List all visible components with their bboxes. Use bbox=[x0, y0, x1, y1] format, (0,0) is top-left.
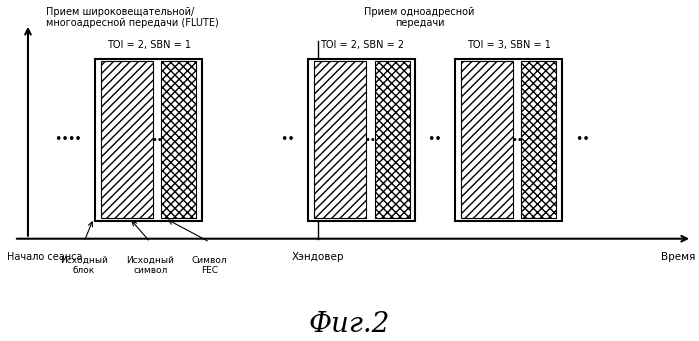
Bar bbox=[308, 59, 415, 221]
Text: TOI = 3, SBN = 1: TOI = 3, SBN = 1 bbox=[467, 40, 550, 50]
Text: ••: •• bbox=[54, 133, 69, 146]
Bar bbox=[95, 59, 202, 221]
Bar bbox=[375, 61, 410, 218]
Text: Исходный
блок: Исходный блок bbox=[60, 256, 108, 275]
Text: ••: •• bbox=[152, 135, 163, 145]
Text: Начало сеанса: Начало сеанса bbox=[7, 252, 82, 262]
Text: TOI = 2, SBN = 1: TOI = 2, SBN = 1 bbox=[106, 40, 191, 50]
Text: Фиг.2: Фиг.2 bbox=[309, 311, 390, 338]
Bar bbox=[461, 61, 513, 218]
Text: TOI = 2, SBN = 2: TOI = 2, SBN = 2 bbox=[319, 40, 404, 50]
Text: Прием широковещательной/
многоадресной передачи (FLUTE): Прием широковещательной/ многоадресной п… bbox=[46, 7, 219, 28]
Bar bbox=[101, 61, 153, 218]
Text: ••: •• bbox=[426, 133, 442, 146]
Text: Хэндовер: Хэндовер bbox=[291, 252, 345, 262]
Bar bbox=[161, 61, 196, 218]
Bar bbox=[314, 61, 366, 218]
Text: Исходный
символ: Исходный символ bbox=[127, 256, 174, 275]
Bar bbox=[455, 59, 562, 221]
Text: Символ
FEC: Символ FEC bbox=[192, 256, 227, 275]
Text: ••: •• bbox=[575, 133, 591, 146]
Text: Время: Время bbox=[661, 252, 696, 262]
Text: ••: •• bbox=[512, 135, 523, 145]
Text: ••: •• bbox=[365, 135, 376, 145]
Bar bbox=[521, 61, 556, 218]
Text: ••: •• bbox=[280, 133, 295, 146]
Text: Прием одноадресной
передачи: Прием одноадресной передачи bbox=[364, 7, 475, 28]
Text: ••: •• bbox=[66, 133, 82, 146]
